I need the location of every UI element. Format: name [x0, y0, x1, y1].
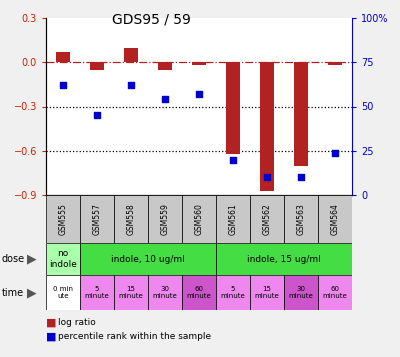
Bar: [260, 62, 274, 191]
Text: GSM564: GSM564: [330, 203, 340, 235]
Text: log ratio: log ratio: [58, 318, 96, 327]
Bar: [216, 243, 352, 275]
Bar: [80, 243, 216, 275]
Text: indole, 10 ug/ml: indole, 10 ug/ml: [111, 255, 185, 263]
Bar: [56, 52, 70, 62]
Text: ■: ■: [46, 317, 56, 327]
Bar: [216, 275, 250, 310]
Bar: [124, 47, 138, 62]
Bar: [216, 195, 250, 243]
Bar: [46, 195, 80, 243]
Point: [332, 150, 338, 155]
Text: GSM555: GSM555: [58, 203, 68, 235]
Text: 15
minute: 15 minute: [255, 286, 279, 299]
Bar: [192, 62, 206, 65]
Point: [298, 175, 304, 180]
Point: [230, 157, 236, 162]
Text: time: time: [2, 287, 24, 297]
Bar: [250, 275, 284, 310]
Bar: [226, 62, 240, 154]
Bar: [318, 275, 352, 310]
Text: indole, 15 ug/ml: indole, 15 ug/ml: [247, 255, 321, 263]
Text: GSM559: GSM559: [160, 203, 170, 235]
Text: GSM560: GSM560: [194, 203, 204, 235]
Text: GSM562: GSM562: [262, 203, 272, 235]
Bar: [46, 275, 80, 310]
Text: 60
minute: 60 minute: [187, 286, 211, 299]
Text: 5
minute: 5 minute: [85, 286, 109, 299]
Text: ■: ■: [46, 332, 56, 342]
Bar: [114, 195, 148, 243]
Text: 15
minute: 15 minute: [119, 286, 143, 299]
Text: dose: dose: [2, 254, 25, 264]
Point: [162, 96, 168, 102]
Text: GSM561: GSM561: [228, 203, 238, 235]
Text: 5
minute: 5 minute: [221, 286, 245, 299]
Bar: [148, 275, 182, 310]
Bar: [158, 62, 172, 70]
Text: GDS95 / 59: GDS95 / 59: [112, 12, 191, 26]
Point: [264, 175, 270, 180]
Point: [60, 82, 66, 88]
Bar: [250, 195, 284, 243]
Text: GSM557: GSM557: [92, 203, 102, 235]
Text: ▶: ▶: [27, 252, 37, 266]
Bar: [294, 62, 308, 166]
Bar: [90, 62, 104, 70]
Bar: [114, 275, 148, 310]
Bar: [80, 275, 114, 310]
Text: 30
minute: 30 minute: [153, 286, 177, 299]
Text: percentile rank within the sample: percentile rank within the sample: [58, 332, 211, 341]
Bar: [284, 195, 318, 243]
Text: 0 min
ute: 0 min ute: [53, 286, 73, 299]
Bar: [182, 275, 216, 310]
Text: no
indole: no indole: [49, 249, 77, 269]
Bar: [318, 195, 352, 243]
Text: GSM558: GSM558: [126, 203, 136, 235]
Bar: [284, 275, 318, 310]
Text: ▶: ▶: [27, 286, 37, 299]
Text: GSM563: GSM563: [296, 203, 306, 235]
Bar: [328, 62, 342, 65]
Point: [196, 91, 202, 97]
Text: 60
minute: 60 minute: [323, 286, 347, 299]
Point: [128, 82, 134, 88]
Bar: [148, 195, 182, 243]
Point: [94, 112, 100, 118]
Text: 30
minute: 30 minute: [289, 286, 313, 299]
Bar: [80, 195, 114, 243]
Bar: [46, 243, 80, 275]
Bar: [182, 195, 216, 243]
